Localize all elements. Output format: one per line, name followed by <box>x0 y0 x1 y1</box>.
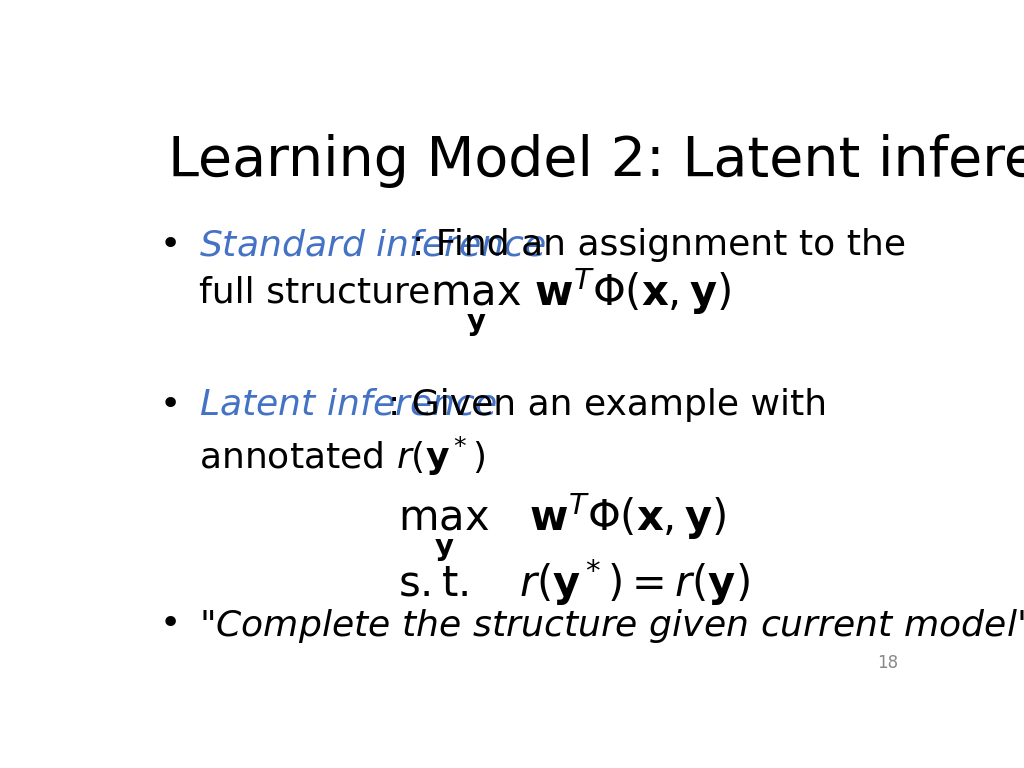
Text: •: • <box>160 228 181 262</box>
Text: •: • <box>160 607 181 641</box>
Text: $\mathbf{\mathit{Standard\ inference}}$: $\mathbf{\mathit{Standard\ inference}}$ <box>200 228 547 262</box>
Text: $\mathbf{\mathit{Latent\ inference}}$: $\mathbf{\mathit{Latent\ inference}}$ <box>200 388 498 422</box>
Text: annotated $r(\mathbf{y}^*)$: annotated $r(\mathbf{y}^*)$ <box>200 435 485 478</box>
Text: Learning Model 2: Latent inference: Learning Model 2: Latent inference <box>168 134 1024 187</box>
Text: full structure: full structure <box>200 276 431 310</box>
Text: $\it{\text{"}Complete\ the\ structure\ given\ current\ model\text{"}}$: $\it{\text{"}Complete\ the\ structure\ g… <box>200 607 1024 644</box>
Text: : Given an example with: : Given an example with <box>388 388 827 422</box>
Text: $\underset{\mathbf{y}}{\mathrm{max}}\ \mathbf{w}^{T}\Phi(\mathbf{x},\mathbf{y})$: $\underset{\mathbf{y}}{\mathrm{max}}\ \m… <box>430 266 730 339</box>
Text: : Find an assignment to the: : Find an assignment to the <box>412 228 906 262</box>
Text: $\underset{\mathbf{y}}{\mathrm{max}}\quad \mathbf{w}^{T}\Phi(\mathbf{x},\mathbf{: $\underset{\mathbf{y}}{\mathrm{max}}\qua… <box>397 492 726 564</box>
Text: $\mathrm{s.t.}\quad r(\mathbf{y}^*) = r(\mathbf{y})$: $\mathrm{s.t.}\quad r(\mathbf{y}^*) = r(… <box>397 556 750 608</box>
Text: •: • <box>160 388 181 422</box>
Text: 18: 18 <box>877 654 898 672</box>
